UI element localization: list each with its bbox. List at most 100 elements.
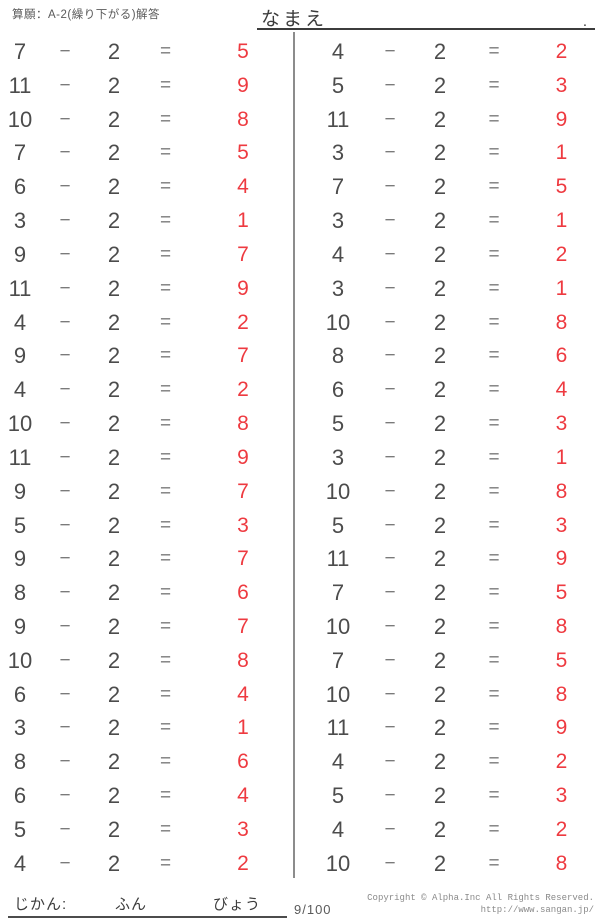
subtrahend: 2	[433, 140, 447, 166]
score-indicator: 9/100	[294, 902, 332, 917]
subtrahend: 2	[107, 140, 121, 166]
equals-sign: =	[159, 446, 172, 468]
minuend: 11	[8, 275, 32, 301]
minus-operator: −	[384, 210, 396, 232]
answer: 8	[555, 310, 568, 334]
answer: 7	[237, 614, 249, 638]
problem-row: 4 − 2 = 2	[311, 35, 600, 69]
minuend: 9	[13, 478, 27, 504]
problem-row: 9 − 2 = 7	[0, 542, 293, 576]
minus-operator: −	[59, 852, 71, 874]
name-line-dot: .	[582, 13, 587, 30]
subtrahend: 2	[433, 343, 447, 369]
minuend: 6	[13, 783, 27, 809]
minuend: 4	[331, 749, 345, 775]
subtrahend: 2	[107, 580, 121, 606]
minuend: 6	[331, 377, 345, 403]
answer: 9	[555, 107, 568, 131]
subtrahend: 2	[433, 174, 447, 200]
equals-sign: =	[159, 345, 172, 367]
minuend: 6	[13, 681, 27, 707]
answer: 7	[237, 242, 249, 266]
minuend: 7	[331, 174, 345, 200]
minus-operator: −	[384, 717, 396, 739]
minuend: 10	[325, 681, 351, 707]
equals-sign: =	[488, 548, 500, 570]
answer: 1	[555, 276, 568, 300]
minuend: 8	[13, 580, 27, 606]
subtrahend: 2	[107, 478, 121, 504]
problem-row: 10 − 2 = 8	[311, 678, 600, 712]
subtrahend: 2	[433, 512, 447, 538]
equals-sign: =	[159, 514, 172, 536]
problem-row: 5 − 2 = 3	[311, 779, 600, 813]
equals-sign: =	[159, 717, 172, 739]
subtrahend: 2	[107, 106, 121, 132]
minuend: 7	[13, 38, 27, 64]
minus-operator: −	[59, 345, 71, 367]
equals-sign: =	[159, 785, 172, 807]
problem-row: 7 − 2 = 5	[311, 170, 600, 204]
answer: 8	[237, 412, 249, 436]
minuend: 7	[13, 140, 27, 166]
minuend: 10	[7, 106, 33, 132]
problem-row: 9 − 2 = 7	[0, 475, 293, 509]
equals-sign: =	[159, 311, 172, 333]
minus-operator: −	[59, 514, 71, 536]
minuend: 4	[331, 241, 345, 267]
subtrahend: 2	[107, 444, 121, 470]
answer: 2	[555, 242, 568, 266]
problem-row: 3 − 2 = 1	[311, 272, 600, 306]
subtrahend: 2	[107, 343, 121, 369]
minus-operator: −	[384, 582, 396, 604]
problems-column-left: 7 − 2 = 5 11 − 2 = 9 10 − 2 = 8 7 − 2 = 5 6 − 2 = 4 3 − 2 = 1 9 − 2 = 7 11 −…	[0, 35, 293, 881]
minus-operator: −	[384, 548, 396, 570]
problem-row: 11 − 2 = 9	[0, 272, 293, 306]
subtrahend: 2	[107, 38, 121, 64]
equals-sign: =	[488, 277, 500, 299]
minus-operator: −	[384, 683, 396, 705]
problem-row: 10 − 2 = 8	[0, 407, 293, 441]
subtrahend: 2	[107, 377, 121, 403]
problem-row: 3 − 2 = 1	[311, 441, 600, 475]
subtrahend: 2	[433, 106, 447, 132]
minus-operator: −	[59, 176, 71, 198]
problem-row: 10 − 2 = 8	[311, 306, 600, 340]
minus-operator: −	[59, 40, 71, 62]
minuend: 5	[331, 512, 345, 538]
subtrahend: 2	[107, 647, 121, 673]
name-field: なまえ .	[257, 1, 595, 30]
minus-operator: −	[59, 311, 71, 333]
subtrahend: 2	[433, 309, 447, 335]
answer: 9	[237, 445, 249, 469]
problem-row: 7 − 2 = 5	[0, 35, 293, 69]
answer: 2	[555, 39, 568, 63]
minuend: 5	[13, 816, 27, 842]
answer: 1	[555, 445, 568, 469]
page-title: 算願：A-2(繰り下がる)解答	[12, 9, 161, 21]
answer: 1	[237, 716, 249, 740]
answer: 4	[237, 682, 249, 706]
minuend: 11	[326, 546, 350, 572]
minus-operator: −	[59, 210, 71, 232]
problem-row: 5 − 2 = 3	[311, 69, 600, 103]
answer: 8	[237, 648, 249, 672]
equals-sign: =	[488, 345, 500, 367]
subtrahend: 2	[433, 411, 447, 437]
equals-sign: =	[159, 210, 172, 232]
answer: 1	[555, 141, 568, 165]
problem-row: 11 − 2 = 9	[0, 69, 293, 103]
subtrahend: 2	[107, 546, 121, 572]
minus-operator: −	[59, 717, 71, 739]
answer: 3	[555, 73, 568, 97]
subtrahend: 2	[107, 72, 121, 98]
subtrahend: 2	[107, 749, 121, 775]
minuend: 11	[8, 444, 32, 470]
equals-sign: =	[159, 852, 172, 874]
subtrahend: 2	[433, 546, 447, 572]
minus-operator: −	[384, 108, 396, 130]
minuend: 3	[331, 275, 345, 301]
answer: 9	[555, 716, 568, 740]
equals-sign: =	[159, 108, 172, 130]
equals-sign: =	[159, 379, 172, 401]
